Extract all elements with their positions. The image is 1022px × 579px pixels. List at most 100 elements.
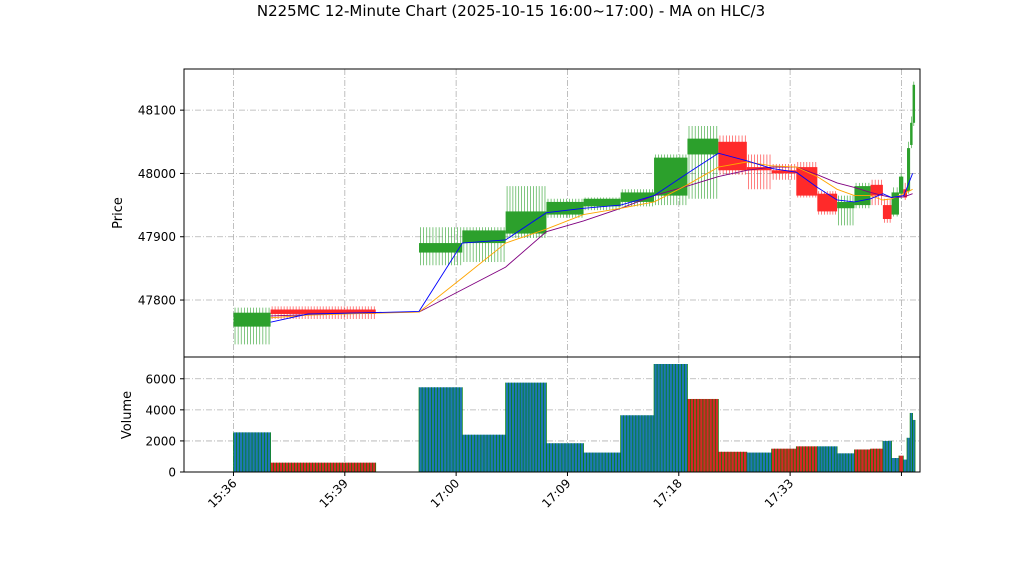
volume-bar-fill: [907, 437, 911, 472]
volume-bar-fill: [620, 415, 655, 472]
volume-bar-fill: [910, 412, 913, 472]
up-candle: [910, 116, 913, 149]
up-candle: [891, 187, 899, 217]
volume-bar: [912, 419, 916, 472]
x-tick-label: 15:39: [317, 476, 351, 510]
up-candle: [419, 227, 463, 266]
price-tick-label: 48100: [138, 104, 176, 118]
moving-averages: [270, 152, 914, 323]
volume-bar: [546, 443, 584, 472]
up-candle: [233, 307, 271, 345]
volume-tick-label: 6000: [145, 372, 176, 386]
volume-bar: [583, 452, 622, 472]
volume-bars: [233, 363, 916, 472]
candle-body: [419, 243, 463, 253]
candle-body: [891, 192, 899, 215]
volume-bar: [687, 398, 719, 472]
volume-tick-label: 4000: [145, 403, 176, 417]
up-candle: [907, 141, 911, 194]
volume-bar: [906, 437, 911, 472]
ma-long-line: [270, 166, 913, 317]
volume-tick-label: 0: [168, 466, 176, 480]
candle-body: [898, 176, 904, 194]
volume-bar: [653, 363, 688, 472]
volume-bar: [620, 415, 655, 472]
volume-bar: [505, 382, 547, 472]
candle-body: [270, 309, 376, 314]
volume-frame: [183, 356, 921, 473]
volume-bar-fill: [903, 459, 908, 472]
x-tick-label: 17:33: [762, 476, 796, 510]
volume-y-label: Volume: [120, 391, 135, 439]
price-grid: [184, 69, 920, 357]
up-candle: [546, 198, 584, 218]
volume-bar-fill: [817, 446, 838, 472]
candle-body: [620, 192, 655, 202]
candle-body: [546, 201, 584, 215]
volume-bar: [233, 432, 271, 472]
candle-body: [910, 122, 913, 145]
volume-bar: [816, 446, 838, 472]
x-tick-label: 17:09: [539, 476, 573, 510]
volume-bar-fill: [796, 446, 818, 472]
price-tick-label: 47800: [138, 294, 176, 308]
price-y-label: Price: [111, 197, 126, 229]
volume-bar-fill: [718, 451, 747, 472]
down-candle: [817, 191, 838, 215]
volume-bar: [718, 451, 748, 472]
price-tick-label: 47900: [138, 230, 176, 244]
x-tick-label: 15:36: [205, 476, 239, 510]
down-candle: [718, 135, 747, 175]
volume-bar: [795, 446, 818, 472]
volume-bar-fill: [882, 440, 892, 472]
down-candle: [746, 154, 772, 190]
chart-title: N225MC 12-Minute Chart (2025-10-15 16:00…: [257, 2, 765, 20]
volume-tick-label: 2000: [145, 434, 176, 448]
price-y-ticks: 47800 47900 48000 48100: [138, 104, 184, 308]
price-candles: [233, 81, 916, 345]
candle-body: [837, 201, 855, 209]
up-candle: [912, 81, 916, 126]
volume-y-ticks: 0 2000 4000 6000: [145, 372, 184, 480]
volume-bar: [771, 448, 797, 472]
candle-body: [718, 141, 747, 171]
candle-body: [462, 230, 506, 244]
volume-bar: [854, 449, 871, 472]
up-candle: [654, 154, 688, 206]
price-tick-label: 48000: [138, 167, 176, 181]
up-candle: [687, 125, 719, 199]
candle-body: [687, 138, 719, 155]
up-candle: [462, 227, 506, 263]
volume-bar: [902, 459, 908, 472]
volume-bar-fill: [854, 449, 871, 472]
volume-bar: [746, 452, 772, 472]
volume-panel: 0 2000 4000 6000 Volume: [120, 356, 921, 480]
ma-short-line: [270, 152, 914, 323]
volume-bar: [836, 453, 855, 472]
candle-body: [771, 170, 797, 174]
volume-bar-fill: [912, 419, 916, 472]
candle-body: [907, 148, 911, 192]
x-tick-label: 17:00: [428, 476, 462, 510]
volume-bar-fill: [898, 455, 904, 472]
candle-body: [505, 211, 547, 234]
volume-bar-fill: [654, 363, 688, 472]
up-candle: [505, 186, 547, 239]
x-tick-label: 17:18: [651, 476, 685, 510]
volume-bar: [898, 455, 904, 472]
x-axis-ticks: 15:36 15:39 17:00 17:09 17:18 17:33: [205, 472, 902, 511]
volume-bar: [909, 412, 913, 472]
volume-bar-fill: [270, 462, 376, 472]
volume-bar: [882, 440, 892, 472]
candle-body: [233, 312, 271, 327]
price-panel: 47800 47900 48000 48100 Price: [111, 68, 921, 358]
down-candle: [882, 198, 892, 223]
volume-bar: [418, 387, 463, 472]
candle-body: [870, 184, 883, 196]
volume-bar: [870, 448, 884, 472]
candle-body: [817, 193, 838, 212]
volume-bar: [270, 462, 377, 472]
candle-body: [912, 84, 916, 123]
